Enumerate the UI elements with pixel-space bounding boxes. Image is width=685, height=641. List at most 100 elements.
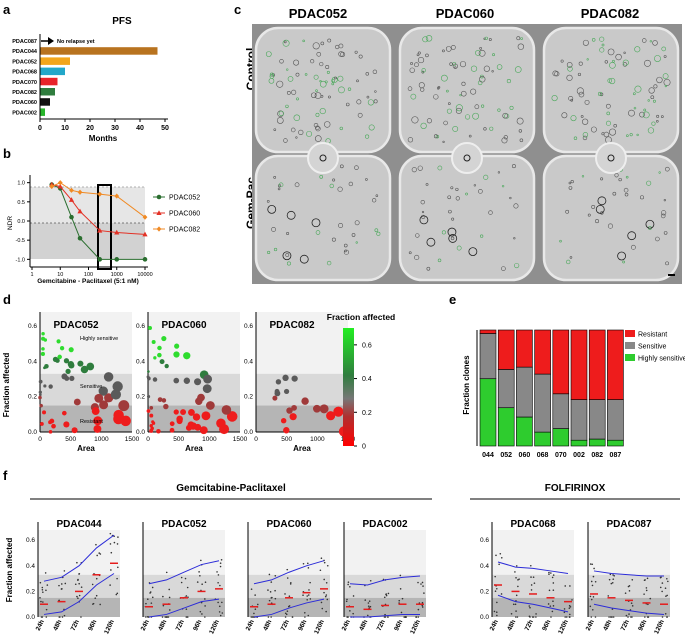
organoid-mark xyxy=(513,237,516,240)
chart-f-point xyxy=(95,543,97,546)
organoid-mark xyxy=(501,137,508,144)
chart-f-point xyxy=(417,581,419,584)
organoid-mark xyxy=(586,58,589,61)
organoid-mark xyxy=(624,192,629,197)
chart-d-bubble xyxy=(77,360,84,367)
organoid-mark xyxy=(590,126,597,133)
chart-f-subplot-title: PDAC060 xyxy=(266,519,311,530)
chart-f-point xyxy=(564,585,567,587)
chart-f-point xyxy=(551,576,554,579)
chart-f-point xyxy=(150,602,153,604)
chart-f-point xyxy=(532,576,535,578)
panel-label-f: f xyxy=(3,468,8,483)
organoid-mark xyxy=(463,154,471,162)
chart-d-bubble xyxy=(326,411,336,421)
chart-d-bubble xyxy=(282,374,289,382)
organoid-mark xyxy=(656,120,659,123)
chart-b-point xyxy=(114,229,120,235)
chart-f-point xyxy=(306,598,308,601)
chart-d-bubble xyxy=(226,411,238,422)
chart-f-ytick-label: 0.2 xyxy=(480,588,489,595)
chart-b-point xyxy=(69,187,74,193)
chart-b-point xyxy=(142,257,148,262)
chart-b-xtick-label: 10 xyxy=(57,272,63,278)
chart-f-point xyxy=(552,600,554,603)
chart-f-point xyxy=(42,601,44,603)
organoid-mark xyxy=(338,86,345,94)
chart-f-point xyxy=(659,586,662,589)
chart-f-ytick-label: 0.6 xyxy=(26,537,35,544)
chart-f-point xyxy=(162,604,165,607)
chart-f-point xyxy=(387,616,389,618)
chart-d-bubble xyxy=(319,404,329,414)
chart-b-xlabel: Gemcitabine - Paclitaxel (5:1 nM) xyxy=(37,278,139,285)
chart-d-xtick-label: 1000 xyxy=(94,436,109,443)
chart-d-ytick-label: 0.0 xyxy=(136,429,145,436)
organoid-mark xyxy=(603,131,610,138)
organoid-mark xyxy=(273,176,277,179)
organoid-circle-mark xyxy=(617,251,627,261)
organoid-mark xyxy=(287,76,294,82)
organoid-mark xyxy=(325,65,330,69)
chart-f-point xyxy=(198,571,200,573)
chart-d-xtick-label: 1500 xyxy=(125,436,140,443)
chart-d-bubble xyxy=(169,421,175,427)
chart-d-bubble xyxy=(286,407,293,414)
chart-d-bubble xyxy=(174,343,180,349)
zone-label-resistant: Resistant xyxy=(80,419,103,425)
colorbar-title: Fraction affected xyxy=(327,312,396,322)
organoid-mark xyxy=(306,130,313,137)
chart-f-point xyxy=(515,610,517,612)
chart-f-point xyxy=(666,577,668,580)
chart-d-bubble xyxy=(150,426,154,431)
chart-e-segment xyxy=(607,439,624,447)
chart-f-point xyxy=(403,616,405,618)
chart-d-bubble xyxy=(291,404,297,411)
organoid-mark xyxy=(319,80,327,88)
chart-f-point xyxy=(646,577,649,580)
chart-f-point xyxy=(270,581,273,583)
chart-f-point xyxy=(270,616,272,618)
chart-f-point xyxy=(631,605,634,607)
chart-f-point xyxy=(421,581,424,584)
chart-f-xtick-label: 24h xyxy=(489,619,500,632)
organoid-mark xyxy=(605,120,612,126)
chart-d-xlabel: Area xyxy=(293,444,311,453)
chart-d-subplot-title: PDAC052 xyxy=(53,320,98,331)
chart-f-point xyxy=(218,605,221,608)
chart-f-point xyxy=(664,612,667,615)
group-gem-pac: Gemcitabine-Paclitaxel xyxy=(176,483,286,494)
chart-f-xtick-label: 96h xyxy=(192,619,203,632)
organoid-circle-mark xyxy=(447,227,457,237)
organoid-mark xyxy=(517,43,525,50)
organoid-mark xyxy=(643,108,647,112)
chart-f-point xyxy=(76,595,78,598)
chart-f-subplot-title: PDAC044 xyxy=(56,519,101,530)
organoid-mark xyxy=(285,104,289,109)
organoid-mark xyxy=(267,250,271,255)
chart-f-point xyxy=(286,577,289,579)
chart-f-point xyxy=(250,588,253,590)
chart-f-point xyxy=(352,612,354,615)
chart-f-point xyxy=(325,594,328,596)
chart-f-point xyxy=(661,582,664,584)
chart-d-bubble xyxy=(176,415,183,423)
chart-f-point xyxy=(268,573,271,576)
chart-f-point xyxy=(219,565,222,568)
chart-d-xtick-label: 0 xyxy=(38,436,42,443)
organoid-mark xyxy=(560,59,564,63)
organoid-mark xyxy=(340,164,344,169)
chart-f-point xyxy=(78,573,80,575)
chart-f-point xyxy=(77,578,79,581)
chart-d-bubble xyxy=(63,358,70,364)
organoid-mark xyxy=(479,47,482,50)
chart-f-point xyxy=(185,595,188,597)
organoid-mark xyxy=(576,87,584,95)
chart-f-point xyxy=(201,613,203,615)
organoid-mark xyxy=(339,126,343,131)
chart-f-ytick-label: 0.2 xyxy=(26,588,35,595)
chart-d-bubble xyxy=(98,386,108,396)
chart-a-bar xyxy=(40,47,158,55)
organoid-mark xyxy=(324,121,331,128)
chart-d-bubble xyxy=(289,413,297,421)
